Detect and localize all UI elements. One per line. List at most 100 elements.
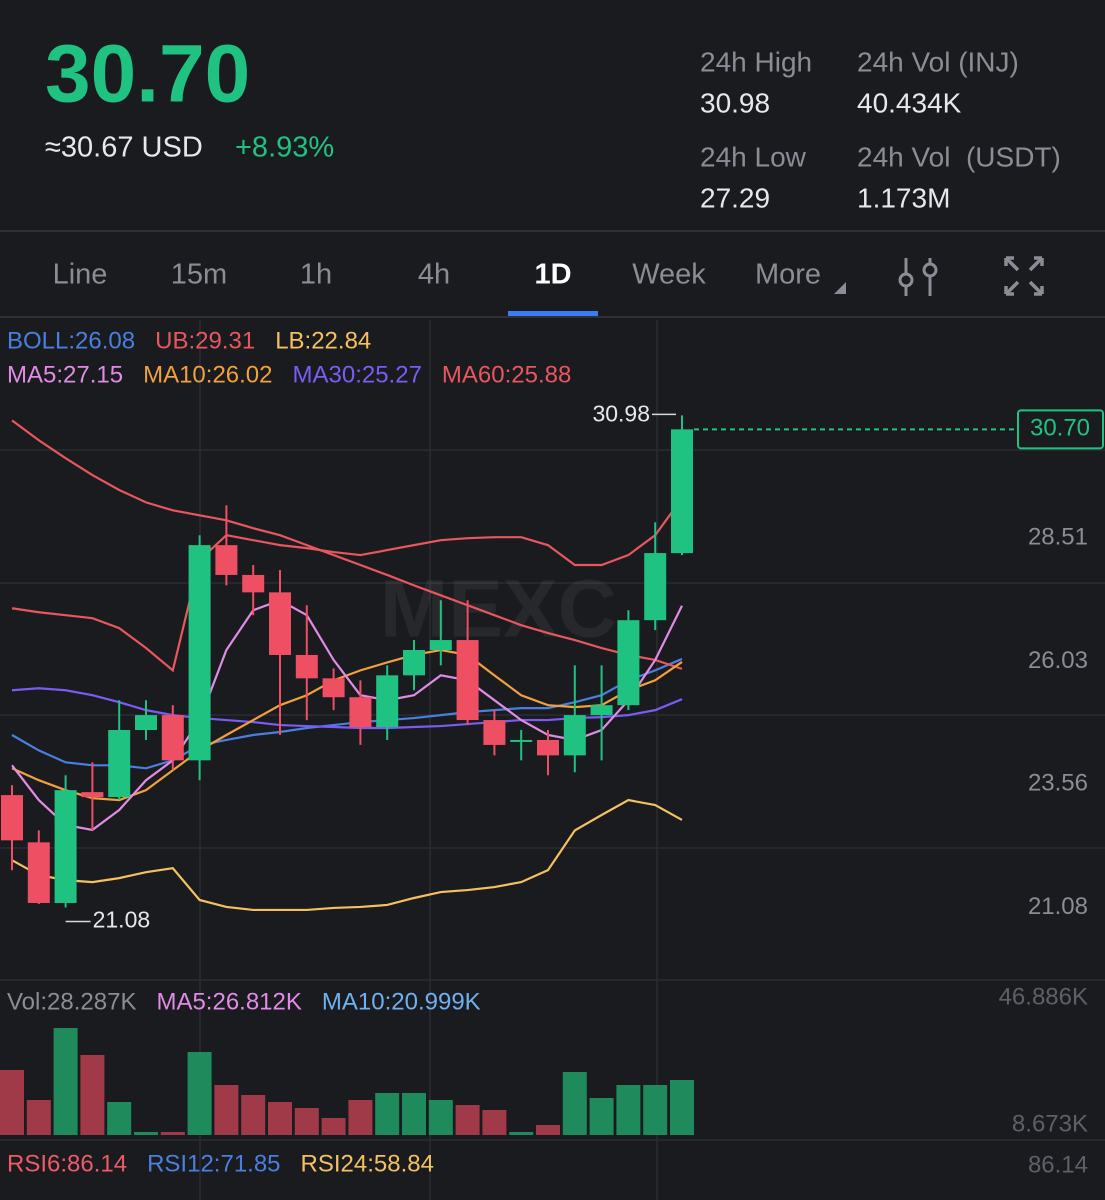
candle-body bbox=[590, 705, 613, 716]
y-tick-label: 23.56 bbox=[1028, 770, 1088, 797]
change: +8.93% bbox=[235, 132, 334, 164]
indicator-line bbox=[11, 419, 683, 670]
legend-item: MA5:26.812K bbox=[156, 988, 301, 1015]
tab[interactable]: 4h bbox=[418, 259, 450, 291]
candle-body bbox=[27, 842, 50, 903]
candle-body bbox=[269, 592, 291, 655]
volume-bar bbox=[0, 1069, 24, 1135]
stat-value: 27.29 bbox=[700, 182, 770, 213]
indicator-icon[interactable] bbox=[898, 258, 938, 296]
volume-tick-label: 8.673K bbox=[1012, 1110, 1088, 1137]
candle-body bbox=[617, 620, 640, 706]
volume-bar bbox=[321, 1118, 346, 1135]
candle-body bbox=[510, 739, 533, 742]
legend-item: RSI12:71.85 bbox=[147, 1150, 280, 1177]
stat-label: 24h High bbox=[700, 46, 812, 77]
legend-item: LB:22.84 bbox=[275, 327, 371, 354]
y-tick-label: 28.51 bbox=[1028, 524, 1088, 551]
rsi-tick-label: 86.14 bbox=[1028, 1151, 1088, 1178]
indicator-line bbox=[11, 798, 683, 912]
candle-body bbox=[563, 715, 586, 756]
legend-item: RSI6:86.14 bbox=[7, 1150, 127, 1177]
tab[interactable]: 15m bbox=[171, 259, 227, 291]
price-tag-box bbox=[1017, 409, 1104, 450]
volume-bar bbox=[134, 1131, 158, 1135]
candle-body bbox=[81, 792, 104, 798]
indicator-line bbox=[11, 497, 683, 673]
candle-body bbox=[215, 545, 238, 575]
volume-bar bbox=[428, 1099, 453, 1135]
volume-bar bbox=[562, 1071, 587, 1135]
candle-body bbox=[403, 650, 425, 676]
volume-bar bbox=[616, 1084, 641, 1135]
candle-body bbox=[1, 795, 23, 841]
volume-bar bbox=[482, 1109, 507, 1135]
candle-body bbox=[537, 739, 559, 756]
legend-item: UB:29.31 bbox=[155, 327, 255, 354]
candle-body bbox=[456, 640, 479, 721]
dropdown-arrow bbox=[834, 282, 846, 294]
volume-bar bbox=[107, 1101, 132, 1135]
candle-body bbox=[188, 545, 211, 761]
candle-body bbox=[429, 640, 452, 650]
tab[interactable]: More bbox=[755, 259, 821, 291]
low-label: 21.08 bbox=[93, 907, 151, 933]
high-label: 30.98 bbox=[592, 400, 650, 426]
candle-body bbox=[295, 654, 318, 679]
candle-body bbox=[376, 675, 399, 728]
volume-bar bbox=[241, 1094, 266, 1135]
y-tick-label: 21.08 bbox=[1028, 893, 1088, 920]
legend-item: BOLL:26.08 bbox=[7, 327, 135, 354]
legend-item: MA30:25.27 bbox=[293, 361, 422, 388]
candle-body bbox=[54, 790, 77, 903]
tab[interactable]: 1h bbox=[300, 259, 332, 291]
indicator-line bbox=[11, 648, 683, 802]
price: 30.70 bbox=[45, 29, 250, 120]
volume-bar bbox=[643, 1084, 668, 1135]
volume-tick-label: 46.886K bbox=[999, 983, 1088, 1010]
legend-item: RSI24:58.84 bbox=[301, 1150, 434, 1177]
candle-body bbox=[161, 715, 184, 761]
volume-bar bbox=[53, 1027, 78, 1135]
volume-bar bbox=[294, 1108, 319, 1135]
tab[interactable]: 1D bbox=[534, 259, 571, 291]
volume-bar bbox=[268, 1101, 292, 1135]
stat-value: 40.434K bbox=[857, 87, 962, 118]
tab[interactable]: Line bbox=[53, 259, 108, 291]
y-tick-label: 26.03 bbox=[1028, 647, 1088, 674]
volume-bar bbox=[589, 1097, 614, 1135]
stat-value: 1.173M bbox=[857, 182, 950, 213]
tab[interactable]: Week bbox=[632, 259, 706, 291]
candle-body bbox=[644, 553, 667, 621]
volume-bar bbox=[80, 1054, 105, 1135]
candle-body bbox=[322, 678, 345, 698]
volume-bar bbox=[455, 1104, 480, 1135]
tab-underline bbox=[508, 311, 598, 316]
candle-body bbox=[671, 429, 693, 554]
watermark: MEXC bbox=[380, 564, 617, 655]
legend-item: MA10:26.02 bbox=[143, 361, 272, 388]
candle-body bbox=[108, 730, 131, 798]
volume-bar bbox=[536, 1124, 560, 1135]
volume-bar bbox=[26, 1099, 51, 1135]
volume-bar bbox=[375, 1092, 400, 1135]
usd-price: ≈30.67 USD bbox=[45, 132, 203, 164]
volume-bar bbox=[187, 1051, 212, 1135]
volume-bar bbox=[160, 1131, 185, 1135]
stat-label: 24h Low bbox=[700, 141, 807, 172]
candle-body bbox=[242, 574, 265, 593]
volume-bar bbox=[670, 1079, 694, 1135]
candle-body bbox=[483, 720, 506, 745]
legend-item: MA5:27.15 bbox=[7, 361, 123, 388]
fullscreen-icon[interactable] bbox=[1004, 256, 1044, 296]
candle-body bbox=[135, 715, 157, 731]
grid bbox=[0, 320, 1105, 1200]
price-tag: 30.70 bbox=[1030, 415, 1090, 442]
stat-label: 24h Vol (USDT) bbox=[857, 141, 1061, 172]
volume-bar bbox=[214, 1084, 239, 1135]
candle-body bbox=[349, 697, 372, 728]
stat-label: 24h Vol (INJ) bbox=[857, 46, 1019, 77]
legend-item: MA10:20.999K bbox=[322, 988, 481, 1015]
